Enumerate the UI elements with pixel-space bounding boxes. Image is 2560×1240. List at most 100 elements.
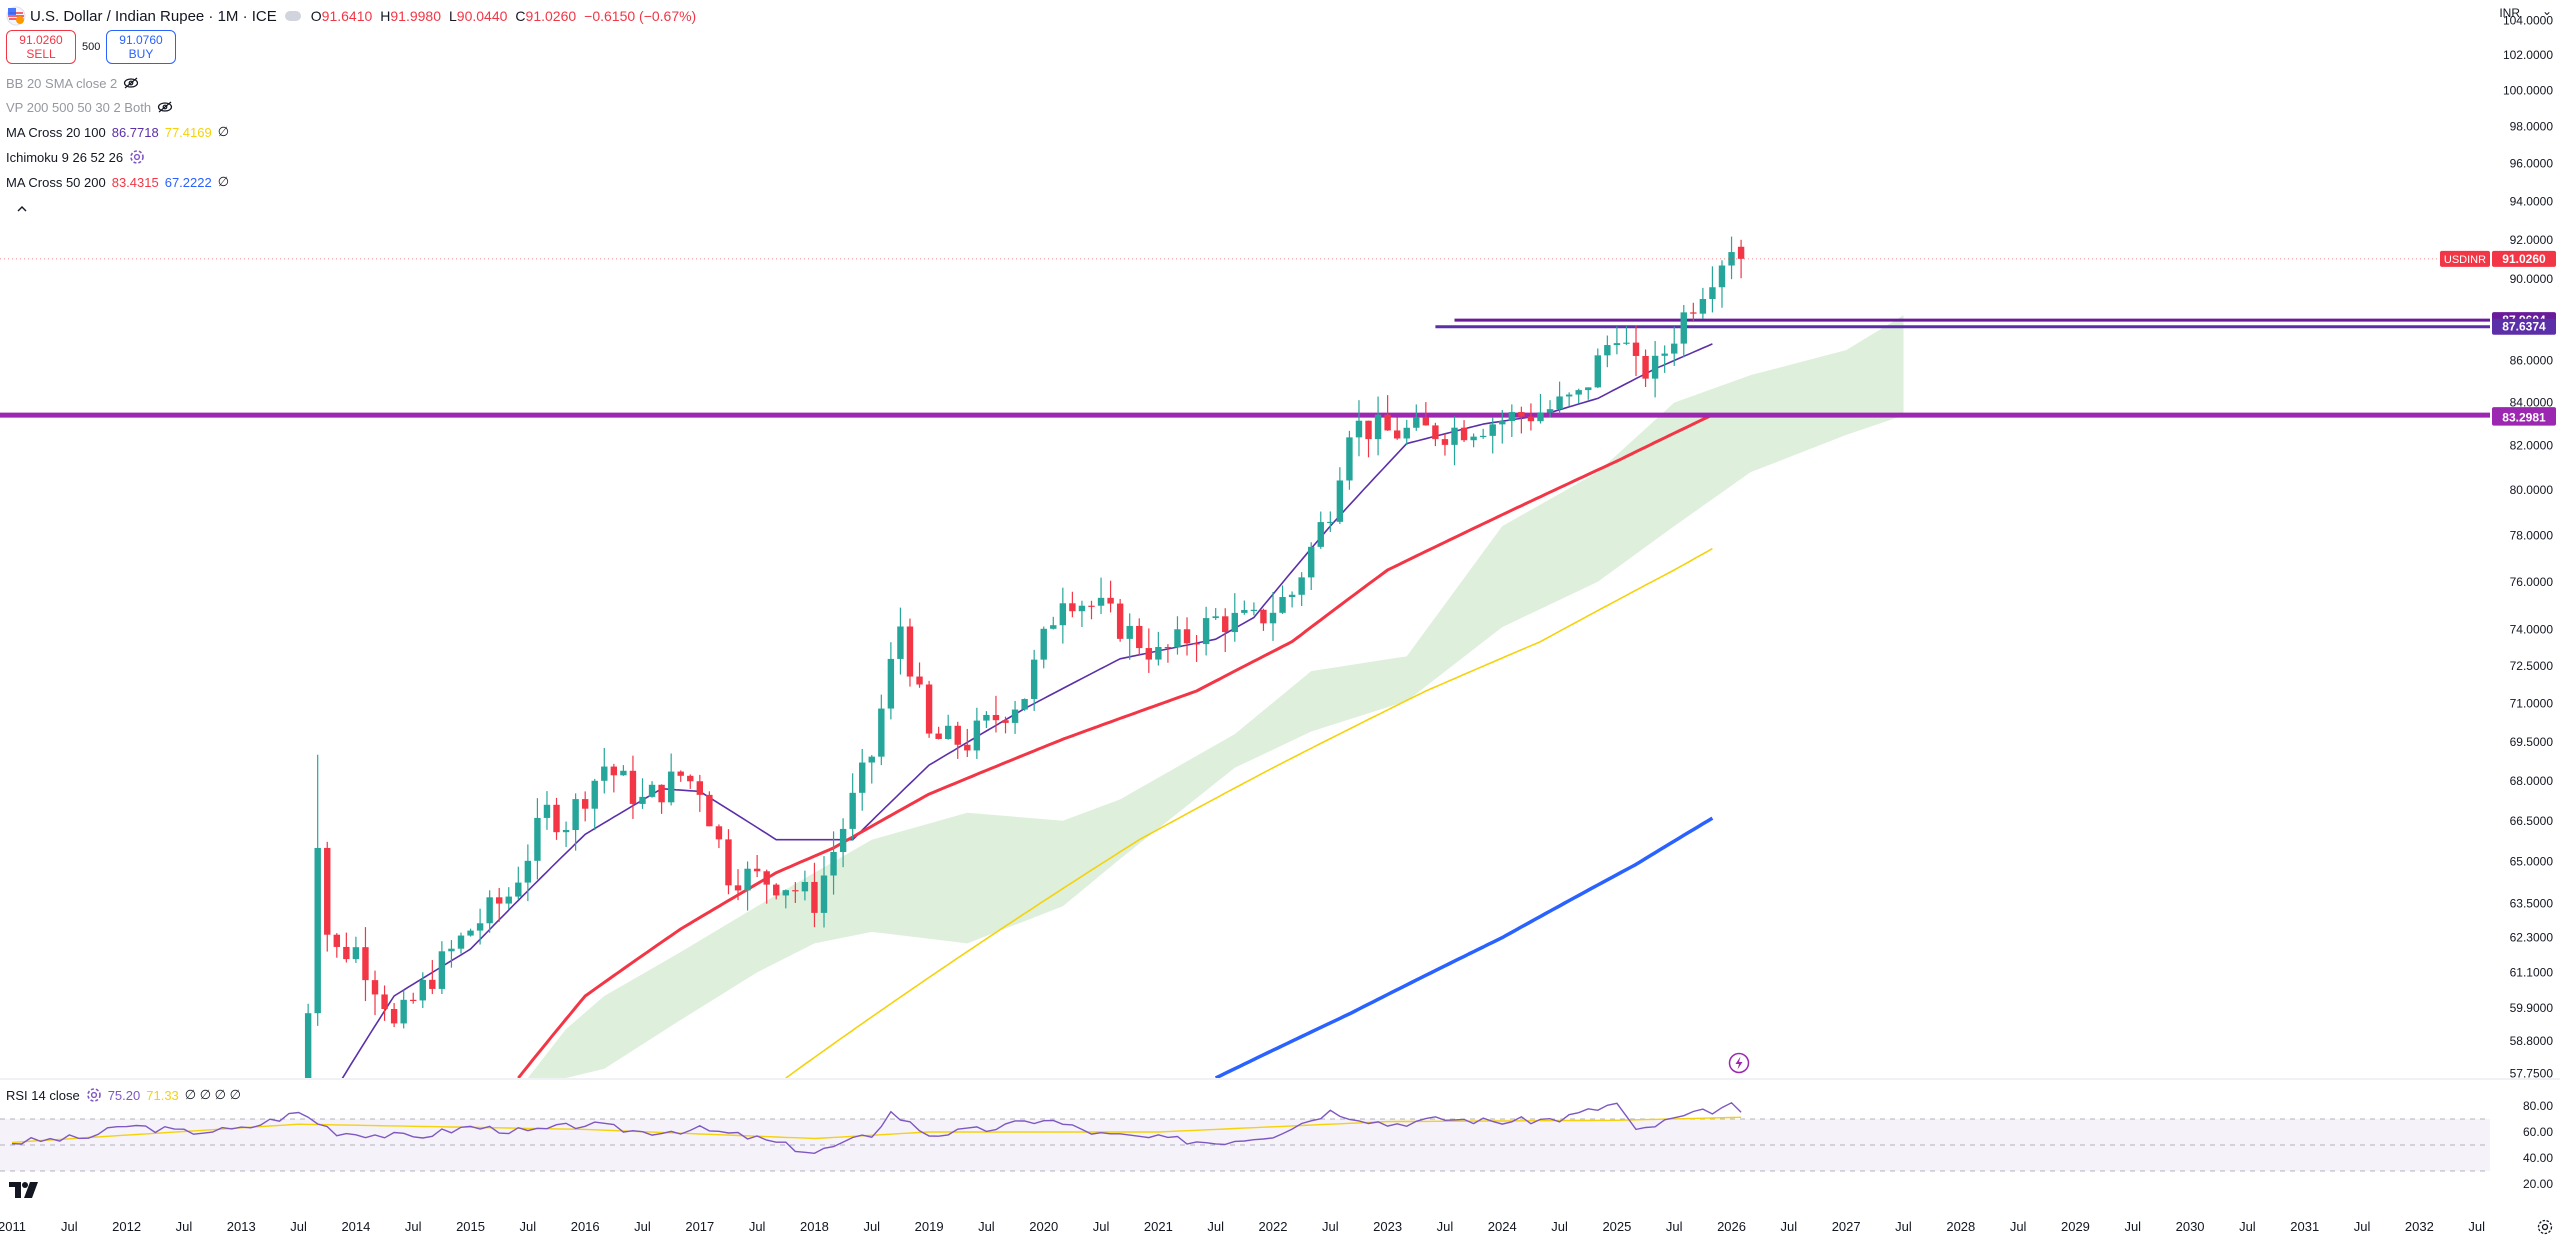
month-label: Jul (863, 1219, 880, 1234)
candle-body (1527, 416, 1535, 422)
rsi-legend[interactable]: RSI 14 close 75.20 71.33 ∅ ∅ ∅ ∅ (6, 1085, 241, 1105)
indicator-legend-2[interactable]: VP 200 500 50 30 2 Both (6, 97, 173, 117)
gear-icon[interactable] (86, 1087, 102, 1103)
more-options-icon[interactable] (284, 11, 301, 21)
candle-body (343, 946, 350, 960)
candle-body (1671, 343, 1678, 354)
indicator-legend-1[interactable]: BB 20 SMA close 2 (6, 73, 139, 93)
candle-body (868, 756, 875, 763)
candle-body (897, 626, 904, 659)
price-tick-label: 86.0000 (2510, 353, 2554, 367)
year-label: 2024 (1488, 1219, 1517, 1234)
tradingview-logo-icon (9, 1182, 38, 1198)
candle-body (1069, 603, 1076, 612)
candle-body (515, 882, 522, 897)
indicator-legend-4[interactable]: Ichimoku 9 26 52 26 (6, 147, 145, 167)
sell-button[interactable]: 91.0260 SELL (6, 30, 76, 64)
year-label: 2011 (0, 1219, 26, 1234)
null-value-icon: ∅ (217, 124, 230, 139)
spread-value: 500 (82, 41, 101, 53)
candle-body (916, 676, 923, 685)
series-line-ma-100 (785, 547, 1713, 1078)
candle-body (333, 934, 341, 947)
candle-body (1460, 427, 1468, 441)
eye-off-icon[interactable] (157, 101, 173, 113)
month-label: Jul (1207, 1219, 1224, 1234)
indicator-name: BB 20 SMA close 2 (6, 75, 118, 91)
year-label: 2025 (1602, 1219, 1631, 1234)
candle-body (390, 1009, 398, 1024)
rsi-name: RSI 14 close (6, 1087, 80, 1103)
series-line-ma-200 (1214, 816, 1714, 1078)
rsi-tick-label: 60.00 (2523, 1125, 2553, 1139)
indicator-value: 83.4315 (111, 174, 159, 190)
eye-off-icon[interactable] (123, 77, 139, 89)
series-line-ma-50 (517, 413, 1714, 1078)
candle-body (362, 947, 369, 981)
candle-body (973, 720, 981, 751)
ohlc-value: 91.6410 (321, 8, 373, 24)
candle-body (629, 770, 637, 804)
candle-body (581, 799, 589, 809)
candle-body (381, 994, 388, 1010)
candle-body (620, 770, 627, 776)
lightning-icon[interactable] (1728, 1052, 1750, 1074)
candle-body (1355, 420, 1363, 438)
candle-body (1136, 625, 1143, 649)
gear-icon[interactable] (129, 149, 145, 165)
price-tick-label: 74.0000 (2510, 623, 2554, 637)
indicator-legend-3[interactable]: MA Cross 20 100 86.7718 77.4169 ∅ (6, 122, 229, 142)
candle-body (1231, 612, 1238, 633)
candle-body (1174, 629, 1181, 648)
candle-body (782, 890, 789, 896)
candle-body (1202, 618, 1210, 645)
indicator-legend-5[interactable]: MA Cross 50 200 83.4315 67.2222 ∅ (6, 172, 229, 192)
year-label: 2016 (571, 1219, 600, 1234)
candle-body (496, 897, 503, 904)
price-label-bg (2492, 409, 2556, 426)
year-label: 2027 (1832, 1219, 1861, 1234)
candle-body (371, 980, 379, 995)
price-tick-label: 62.3000 (2510, 931, 2554, 945)
candle-body (304, 1013, 312, 1078)
ohlc-item: H91.9980 (380, 8, 441, 24)
candle-body (753, 868, 761, 872)
candle-body (1518, 412, 1525, 417)
price-tick-label: 94.0000 (2510, 194, 2554, 208)
candle-body (734, 885, 742, 891)
candle-body (553, 804, 560, 833)
rsi-tick-label: 40.00 (2523, 1151, 2553, 1165)
candle-body (314, 847, 321, 1014)
symbol-title[interactable]: U.S. Dollar / Indian Rupee · 1M · ICE (30, 7, 277, 25)
ohlc-key: L (449, 8, 457, 24)
candle-body (1002, 720, 1009, 723)
candle-body (1413, 417, 1420, 428)
settings-icon[interactable] (2536, 1218, 2554, 1236)
price-label-bg (2492, 318, 2556, 335)
month-label: Jul (2010, 1219, 2027, 1234)
candle-body (706, 794, 713, 827)
ohlc-value: 90.0440 (456, 8, 508, 24)
trade-panel: 91.0260 SELL 500 91.0760 BUY (6, 30, 176, 64)
candle-body (1279, 597, 1286, 613)
currency-label[interactable]: INR (2499, 6, 2520, 20)
price-tick-label: 58.8000 (2510, 1034, 2554, 1048)
candle-body (1451, 427, 1458, 445)
month-label: Jul (176, 1219, 193, 1234)
candle-body (476, 923, 484, 931)
price-tick-label: 69.5000 (2510, 735, 2554, 749)
year-label: 2014 (341, 1219, 370, 1234)
candle-body (1030, 659, 1038, 700)
candle-body (1585, 387, 1592, 391)
buy-button[interactable]: 91.0760 BUY (106, 30, 176, 64)
candle-body (543, 804, 551, 818)
candle-body (954, 725, 961, 745)
candle-body (1384, 414, 1391, 431)
price-label-badge: 87.6374 (2492, 318, 2556, 335)
candle-body (1374, 414, 1382, 440)
collapse-legend-button[interactable] (8, 200, 36, 218)
year-label: 2017 (685, 1219, 714, 1234)
candle-body (648, 784, 656, 797)
currency-dropdown-icon[interactable]: ⌄ (2541, 4, 2552, 18)
